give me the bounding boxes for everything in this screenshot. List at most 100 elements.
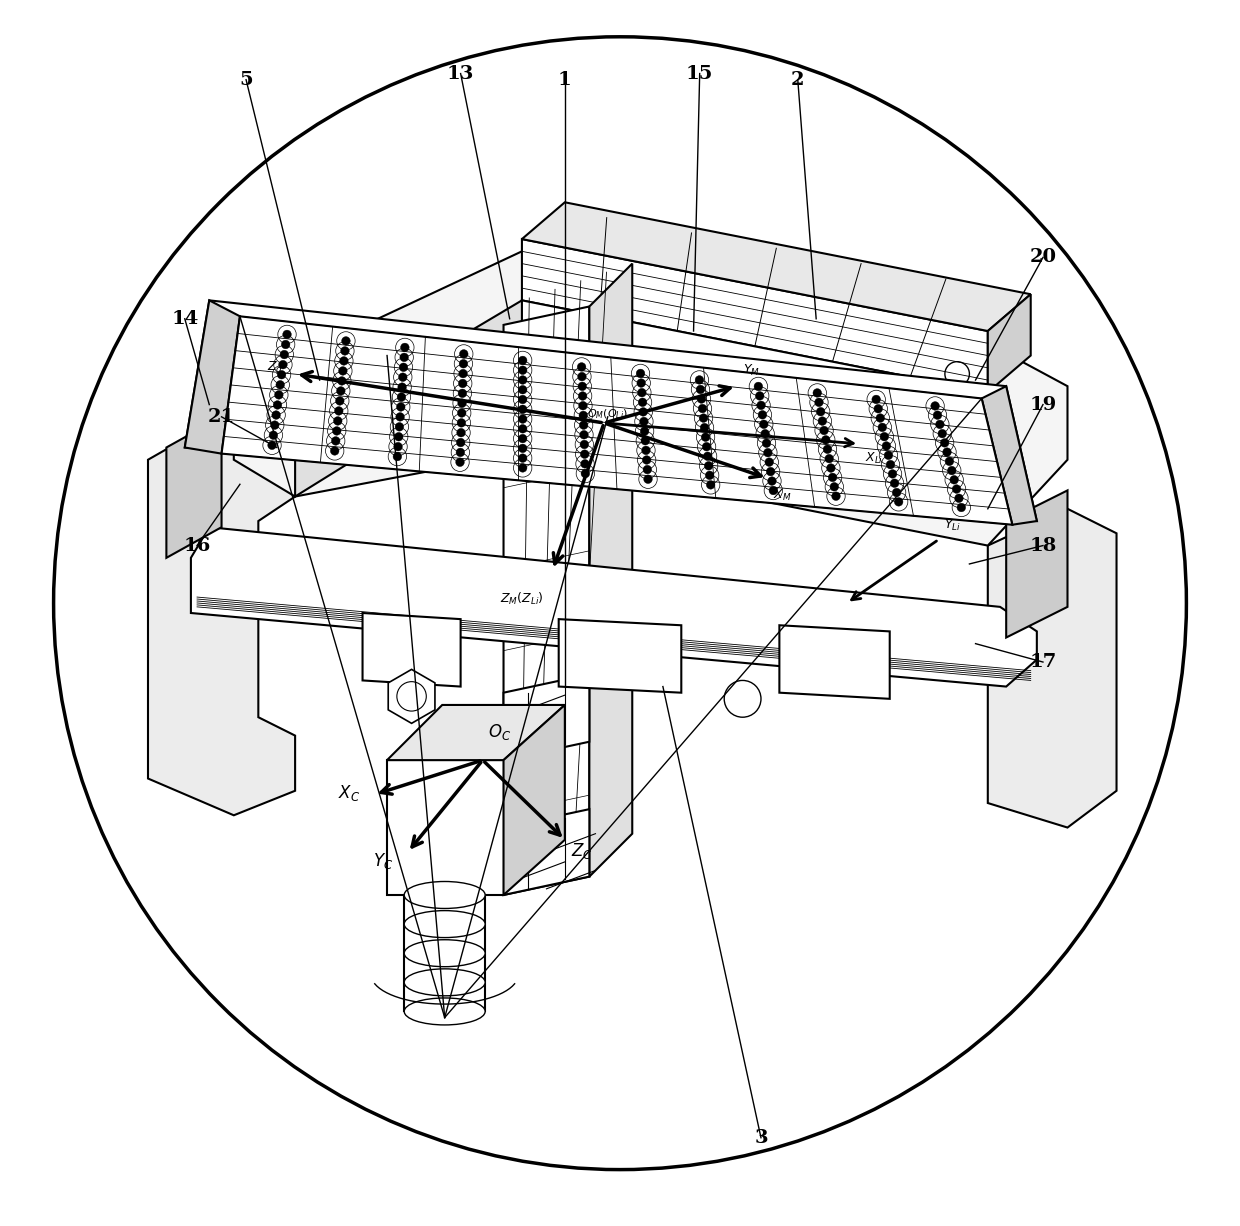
- Circle shape: [399, 363, 408, 371]
- Circle shape: [518, 395, 527, 403]
- Circle shape: [878, 423, 887, 432]
- Circle shape: [832, 492, 841, 500]
- Circle shape: [518, 424, 527, 433]
- Text: 16: 16: [184, 537, 211, 554]
- Ellipse shape: [404, 998, 485, 1025]
- Circle shape: [459, 369, 467, 378]
- Circle shape: [698, 405, 707, 413]
- Circle shape: [816, 407, 825, 416]
- Circle shape: [935, 421, 944, 429]
- Polygon shape: [362, 613, 460, 687]
- Circle shape: [815, 398, 823, 407]
- Circle shape: [765, 457, 774, 466]
- Circle shape: [396, 423, 404, 432]
- Circle shape: [940, 439, 949, 447]
- Circle shape: [330, 446, 339, 455]
- Circle shape: [639, 407, 647, 416]
- Polygon shape: [589, 264, 632, 877]
- Polygon shape: [559, 619, 681, 693]
- Circle shape: [874, 405, 883, 413]
- Circle shape: [281, 340, 290, 348]
- Circle shape: [942, 447, 951, 456]
- Ellipse shape: [404, 911, 485, 938]
- Circle shape: [823, 445, 832, 454]
- Circle shape: [397, 402, 405, 411]
- Circle shape: [270, 421, 279, 429]
- Circle shape: [518, 375, 527, 384]
- Text: $Z_g$: $Z_g$: [267, 359, 283, 376]
- Circle shape: [283, 330, 291, 338]
- Circle shape: [268, 441, 277, 450]
- Polygon shape: [387, 705, 565, 760]
- Polygon shape: [166, 417, 222, 558]
- Text: $Z_M(Z_{Li})$: $Z_M(Z_{Li})$: [500, 591, 544, 607]
- Circle shape: [332, 427, 341, 435]
- Circle shape: [456, 459, 464, 467]
- Circle shape: [641, 436, 650, 445]
- Circle shape: [875, 413, 884, 422]
- Circle shape: [518, 454, 527, 462]
- Circle shape: [342, 337, 350, 346]
- Text: $X_C$: $X_C$: [339, 783, 360, 803]
- Circle shape: [639, 398, 647, 407]
- Circle shape: [761, 429, 770, 438]
- Circle shape: [703, 452, 712, 461]
- Circle shape: [269, 430, 278, 439]
- Ellipse shape: [404, 939, 485, 966]
- Circle shape: [394, 443, 402, 451]
- Circle shape: [934, 411, 941, 419]
- Circle shape: [280, 351, 289, 359]
- Circle shape: [459, 359, 467, 368]
- Circle shape: [278, 370, 286, 379]
- Polygon shape: [988, 509, 1116, 828]
- Circle shape: [274, 391, 283, 400]
- Circle shape: [580, 460, 589, 468]
- Circle shape: [766, 467, 775, 476]
- Text: $Y_C$: $Y_C$: [373, 851, 393, 870]
- Circle shape: [754, 383, 763, 391]
- Circle shape: [458, 398, 466, 407]
- Text: $Z_C$: $Z_C$: [570, 841, 593, 861]
- Circle shape: [755, 391, 764, 400]
- Circle shape: [641, 446, 650, 455]
- Circle shape: [458, 389, 466, 397]
- Circle shape: [579, 421, 588, 429]
- Circle shape: [947, 466, 956, 474]
- Circle shape: [825, 455, 833, 463]
- Circle shape: [830, 483, 838, 492]
- Circle shape: [518, 356, 527, 364]
- Circle shape: [952, 484, 961, 493]
- Circle shape: [460, 349, 467, 358]
- Text: 21: 21: [208, 408, 236, 425]
- Text: $Y_{Li}$: $Y_{Li}$: [944, 519, 961, 533]
- Circle shape: [760, 421, 768, 429]
- Circle shape: [331, 436, 340, 445]
- Circle shape: [393, 452, 402, 461]
- Circle shape: [336, 386, 345, 395]
- Circle shape: [707, 481, 715, 489]
- Circle shape: [696, 375, 704, 384]
- Circle shape: [704, 461, 713, 470]
- Circle shape: [578, 363, 585, 371]
- Polygon shape: [522, 300, 988, 435]
- Circle shape: [456, 428, 465, 436]
- Circle shape: [931, 402, 940, 411]
- Text: $O_M(O_{Li})$: $O_M(O_{Li})$: [588, 407, 629, 421]
- Circle shape: [456, 438, 465, 446]
- Circle shape: [578, 383, 587, 391]
- Circle shape: [582, 470, 590, 478]
- Circle shape: [697, 395, 706, 403]
- Circle shape: [518, 405, 527, 413]
- Circle shape: [458, 408, 466, 417]
- Text: 14: 14: [171, 310, 198, 327]
- Polygon shape: [148, 411, 295, 815]
- Circle shape: [518, 463, 527, 472]
- Text: $O_C$: $O_C$: [487, 722, 511, 742]
- Polygon shape: [191, 527, 1037, 687]
- Circle shape: [769, 487, 777, 495]
- Circle shape: [818, 417, 827, 425]
- Circle shape: [579, 401, 588, 409]
- Circle shape: [706, 471, 714, 479]
- Polygon shape: [780, 625, 890, 699]
- Circle shape: [813, 389, 822, 397]
